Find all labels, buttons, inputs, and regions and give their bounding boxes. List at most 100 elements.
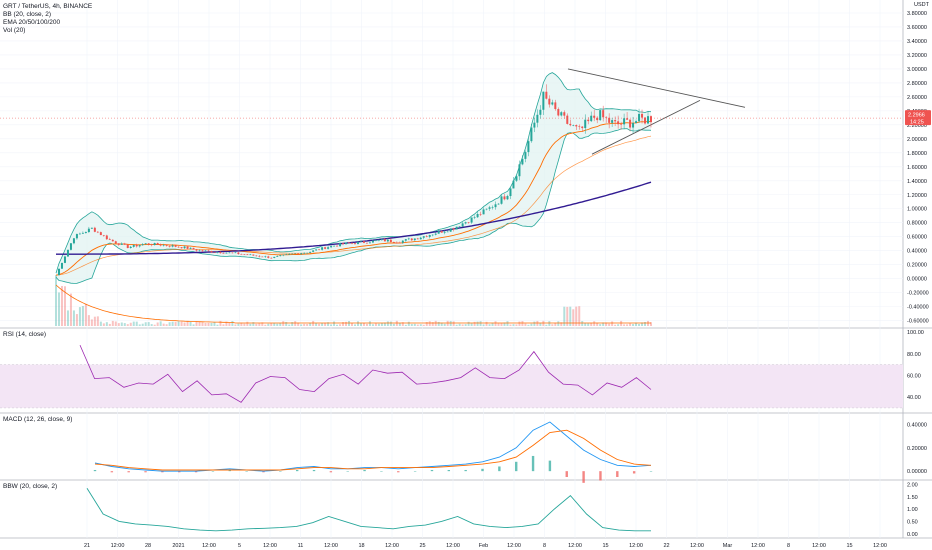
volume-bar — [548, 321, 551, 326]
candle-body — [371, 240, 374, 243]
candle-body — [554, 102, 557, 110]
volume-bar — [620, 320, 623, 326]
volume-bar — [252, 322, 255, 326]
price-tick-label: 1.80000 — [907, 151, 927, 157]
candle-body — [521, 158, 524, 165]
price-tick-label: -0.20000 — [907, 291, 929, 297]
candle-body — [57, 268, 60, 276]
volume-bar — [264, 324, 267, 326]
candle-body — [359, 241, 362, 242]
macd-signal-line — [94, 429, 652, 471]
volume-bar — [437, 321, 440, 326]
macd-histogram-bar — [144, 471, 147, 473]
macd-histogram-bar — [110, 471, 114, 473]
candle-body — [440, 231, 443, 233]
volume-bar — [66, 310, 69, 326]
trendline-lower — [591, 99, 701, 155]
x-tick-label: 12:00 — [111, 543, 125, 549]
volume-bar — [231, 320, 234, 326]
bbw-tick-label: 0.00 — [907, 532, 918, 538]
candle-body — [548, 98, 551, 105]
candle-body — [428, 235, 431, 237]
rsi-band — [0, 364, 903, 408]
volume-bar — [78, 307, 81, 326]
macd-histogram-bar — [481, 468, 484, 472]
volume-bar — [102, 323, 105, 326]
legend-bb[interactable]: BB (20, close, 2) — [3, 11, 52, 18]
volume-bar — [108, 323, 111, 326]
volume-bar — [602, 322, 605, 326]
legend-macd[interactable]: MACD (12, 26, close, 9) — [3, 416, 73, 423]
candle-body — [491, 207, 494, 208]
legend-ema[interactable]: EMA 20/50/100/200 — [3, 19, 61, 26]
volume-bar — [201, 322, 204, 326]
x-tick-label: 12:00 — [690, 543, 704, 549]
candle-body — [330, 246, 333, 248]
candle-body — [180, 247, 183, 249]
volume-bar — [533, 321, 536, 326]
volume-bar — [75, 314, 78, 326]
volume-bar — [243, 323, 246, 326]
x-tick-label: 18 — [358, 543, 364, 549]
price-tick-label: 2.80000 — [907, 81, 927, 87]
volume-bar — [204, 323, 207, 326]
candle-layer — [57, 84, 652, 276]
price-tick-label: -0.40000 — [907, 305, 929, 311]
candle-body — [201, 250, 204, 252]
legend-rsi[interactable]: RSI (14, close) — [3, 331, 46, 338]
volume-bar — [195, 321, 198, 326]
trendline-upper — [567, 68, 746, 108]
candle-body — [174, 245, 177, 247]
candle-body — [90, 227, 93, 229]
candle-body — [246, 254, 249, 256]
x-tick-label: 21 — [84, 543, 90, 549]
candle-body — [102, 235, 105, 236]
candle-body — [599, 110, 602, 121]
volume-bar — [213, 321, 216, 326]
volume-ma-line — [55, 284, 651, 324]
macd-tick-label: 0.20000 — [907, 446, 927, 452]
price-badge-time: 14:25 — [910, 120, 924, 126]
candle-body — [198, 250, 201, 251]
macd-histogram-bar — [329, 471, 333, 473]
volume-bar — [356, 321, 359, 326]
x-tick-label: 25 — [419, 543, 425, 549]
volume-bar — [300, 324, 303, 326]
legend-bbw[interactable]: BBW (20, close, 2) — [3, 483, 58, 490]
candle-body — [611, 120, 614, 123]
volume-bar — [617, 324, 620, 326]
volume-bar — [488, 324, 491, 326]
rsi-line — [79, 344, 652, 403]
volume-bar — [425, 322, 428, 326]
legend-symbol[interactable]: GRT / TetherUS, 4h, BINANCE — [3, 3, 93, 10]
candle-body — [542, 91, 545, 110]
volume-bar — [96, 316, 99, 326]
legend-vol[interactable]: Vol (20) — [3, 27, 26, 34]
candle-body — [276, 256, 279, 257]
candle-body — [84, 232, 87, 233]
candle-body — [204, 250, 207, 252]
volume-bar — [174, 322, 177, 326]
volume-bar — [392, 323, 395, 326]
macd-histogram-bar — [363, 469, 366, 472]
volume-bar — [557, 321, 560, 326]
macd-histogram-bar — [515, 461, 518, 472]
volume-bar — [461, 324, 464, 326]
candle-body — [482, 209, 485, 215]
candle-body — [593, 115, 596, 118]
candle-body — [533, 122, 536, 128]
macd-histogram-bar — [582, 471, 585, 483]
candle-body — [237, 252, 240, 255]
x-tick-label: Feb — [479, 543, 488, 549]
volume-bar — [368, 321, 371, 326]
volume-bar — [569, 306, 572, 326]
macd-histogram-bar — [447, 469, 451, 472]
candle-body — [596, 117, 599, 121]
x-tick-label: 15 — [846, 543, 852, 549]
candle-body — [270, 257, 273, 259]
candle-body — [87, 228, 90, 233]
candle-body — [581, 126, 584, 129]
volume-bar — [416, 324, 419, 326]
volume-bar — [635, 322, 638, 326]
